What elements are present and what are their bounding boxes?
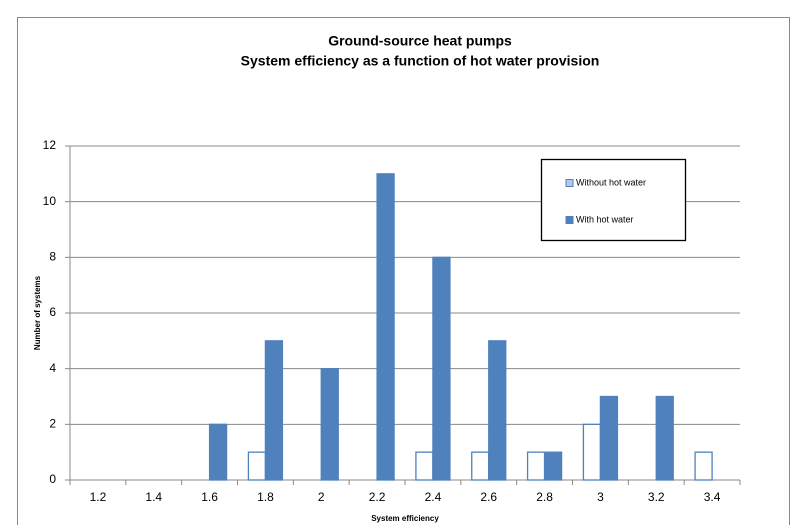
chart-title: Ground-source heat pumps [328,33,512,49]
bar [543,451,563,481]
y-tick-label: 0 [49,472,56,486]
x-axis-title: System efficiency [371,514,439,523]
bar [432,256,451,481]
x-tick-label: 1.4 [145,490,162,504]
y-tick-label: 8 [49,250,56,264]
x-tick-label: 1.8 [257,490,274,504]
legend-swatch [565,179,574,187]
chart-subtitle: System efficiency as a function of hot w… [241,53,600,69]
x-tick-label: 2 [318,490,325,504]
y-tick-label: 10 [43,194,57,208]
y-tick-label: 4 [49,361,56,375]
x-tick-label: 2.2 [369,490,386,504]
x-tick-label: 2.4 [425,490,442,504]
x-tick-label: 2.6 [480,490,497,504]
bar [376,173,395,481]
bar [655,395,674,481]
y-tick-label: 2 [49,417,56,431]
bar [264,340,284,481]
legend-swatch [565,216,574,224]
bar [415,451,434,481]
x-tick-label: 1.2 [90,490,107,504]
bar [247,451,267,481]
x-tick-label: 1.6 [201,490,218,504]
bar [320,368,339,481]
bar [208,423,228,481]
bar [526,451,546,481]
x-tick-label: 2.8 [536,490,553,504]
y-tick-label: 6 [49,305,56,319]
legend-label: With hot water [576,214,634,224]
legend-label: Without hot water [576,177,646,187]
y-tick-label: 12 [43,138,57,152]
x-tick-label: 3.2 [648,490,665,504]
bar [488,340,507,481]
legend-box [540,158,687,242]
x-tick-label: 3.4 [704,490,721,504]
bar [582,423,602,481]
bar [471,451,490,481]
bar [694,451,713,481]
bar [599,395,619,481]
y-axis-title: Number of systems [33,275,42,350]
x-tick-label: 3 [597,490,604,504]
